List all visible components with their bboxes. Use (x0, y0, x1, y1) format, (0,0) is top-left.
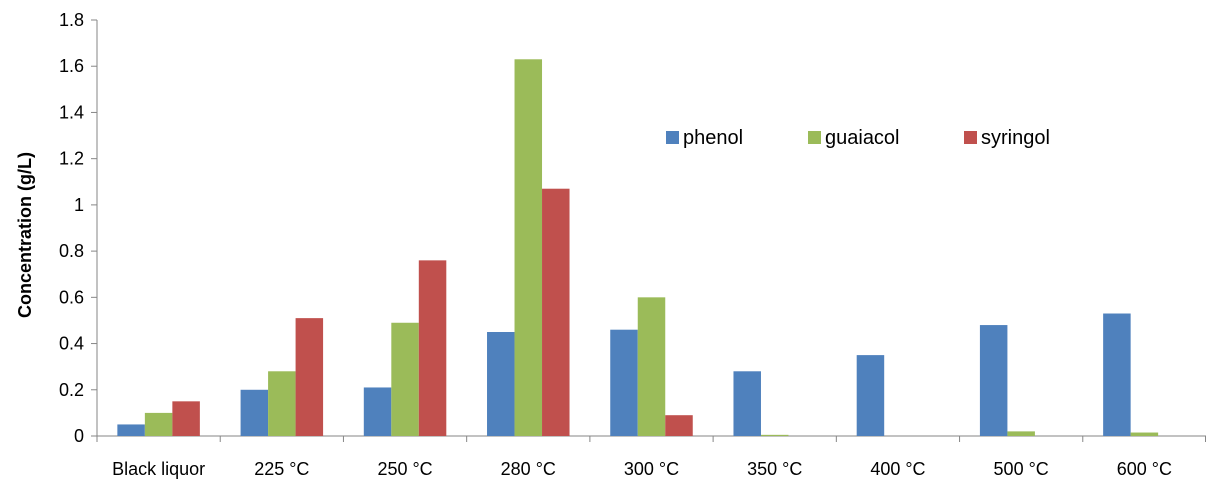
y-tick-label: 1.4 (59, 102, 84, 122)
bar-syringol (295, 318, 324, 436)
y-tick-label: 1.2 (59, 149, 84, 169)
x-tick-label: 350 °C (747, 459, 802, 479)
bar-phenol (979, 325, 1008, 436)
x-tick-label: 225 °C (254, 459, 309, 479)
bar-syringol (418, 260, 447, 436)
y-axis: 0 0.2 0.4 0.6 0.8 1 1.2 1.4 1.6 1.8 (59, 10, 98, 446)
x-tick-label: 500 °C (994, 459, 1049, 479)
bar-syringol (665, 415, 693, 436)
legend-swatch-guaiacol (808, 131, 821, 144)
bars (117, 59, 1159, 437)
bar-guaiacol (1007, 431, 1035, 436)
bar-guaiacol (637, 297, 666, 436)
legend-label: syringol (981, 127, 1050, 149)
bar-phenol (487, 332, 515, 436)
x-tick-label: 250 °C (377, 459, 432, 479)
bar-syringol (542, 188, 570, 436)
legend-label: guaiacol (825, 127, 900, 149)
y-tick-label: 1.8 (59, 10, 84, 30)
y-tick-label: 1 (74, 195, 84, 215)
x-tick-label: 600 °C (1117, 459, 1172, 479)
y-tick-label: 0.6 (59, 287, 84, 307)
x-tick-label: 400 °C (870, 459, 925, 479)
bar-guaiacol (144, 412, 173, 436)
bar-guaiacol (1130, 432, 1159, 436)
y-tick-label: 0.2 (59, 380, 84, 400)
bar-phenol (363, 387, 392, 436)
y-tick-label: 0.4 (59, 334, 84, 354)
legend-swatch-syringol (964, 131, 977, 144)
y-tick-label: 0 (74, 426, 84, 446)
bar-phenol (117, 424, 145, 436)
bar-phenol (240, 389, 269, 436)
bar-phenol (856, 355, 885, 436)
x-tick-label: 300 °C (624, 459, 679, 479)
x-tick-label: Black liquor (112, 459, 205, 479)
y-axis-title: Concentration (g/L) (15, 152, 35, 318)
y-tick-label: 0.8 (59, 241, 84, 261)
bar-phenol (733, 371, 761, 436)
legend-label: phenol (683, 127, 743, 149)
bar-guaiacol (514, 59, 543, 437)
bar-phenol (610, 329, 638, 436)
legend: phenol guaiacol syringol (666, 127, 1050, 149)
legend-swatch-phenol (666, 131, 679, 144)
x-tick-label: 280 °C (501, 459, 556, 479)
bar-guaiacol (268, 371, 296, 436)
bar-phenol (1103, 313, 1131, 436)
y-tick-label: 1.6 (59, 56, 84, 76)
bar-syringol (172, 401, 200, 436)
x-axis: Black liquor 225 °C 250 °C 280 °C 300 °C 350 … (96, 435, 1206, 479)
bar-guaiacol (760, 434, 789, 436)
bar-guaiacol (391, 322, 419, 436)
